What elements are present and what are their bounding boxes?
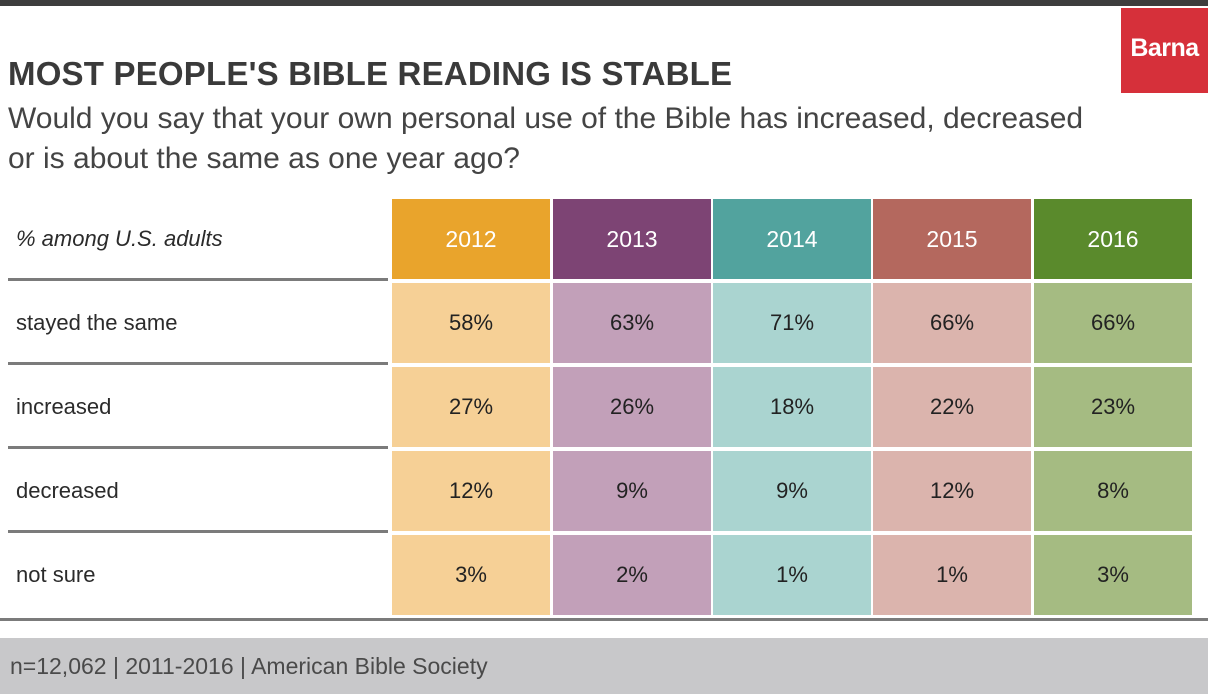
row-label-decreased: decreased: [16, 478, 119, 503]
column-header-2015: 2015: [873, 199, 1031, 279]
table-cell: 58%: [392, 283, 550, 363]
table-cell: 12%: [873, 451, 1031, 531]
barna-logo: Barna: [1121, 8, 1208, 93]
row-label-stayed-the-same: stayed the same: [16, 310, 178, 335]
table-cell: 9%: [713, 451, 871, 531]
table-cell: 71%: [713, 283, 871, 363]
row-divider: [8, 362, 388, 365]
row-header-label: % among U.S. adults: [16, 226, 223, 251]
row-divider: [8, 278, 388, 281]
table-cell: 2%: [553, 535, 711, 615]
table-cell: 23%: [1034, 367, 1192, 447]
row-divider: [8, 446, 388, 449]
row-label-increased: increased: [16, 394, 112, 419]
footer-source: n=12,062 | 2011-2016 | American Bible So…: [10, 653, 488, 679]
table-cell: 12%: [392, 451, 550, 531]
table-cell: 1%: [713, 535, 871, 615]
chart-subtitle: Would you say that your own personal use…: [8, 102, 1084, 175]
table-cell: 3%: [1034, 535, 1192, 615]
table-cell: 1%: [873, 535, 1031, 615]
table-cell: 8%: [1034, 451, 1192, 531]
table-cell: 63%: [553, 283, 711, 363]
row-label-not-sure: not sure: [16, 562, 96, 587]
footer-rule: [0, 618, 1208, 621]
column-header-2013: 2013: [553, 199, 711, 279]
top-rule: [0, 0, 1208, 6]
data-table: % among U.S. adults 2012 2013 2014 2015 2016 s…: [0, 197, 1208, 621]
table-cell: 66%: [1034, 283, 1192, 363]
table-cell: 66%: [873, 283, 1031, 363]
table-cell: 9%: [553, 451, 711, 531]
column-header-2014: 2014: [713, 199, 871, 279]
row-divider: [8, 530, 388, 533]
table-cell: 18%: [713, 367, 871, 447]
table-cell: 3%: [392, 535, 550, 615]
chart-title: MOST PEOPLE'S BIBLE READING IS STABLE: [8, 55, 733, 92]
column-header-2012: 2012: [392, 199, 550, 279]
table-cell: 26%: [553, 367, 711, 447]
footer: n=12,062 | 2011-2016 | American Bible So…: [0, 638, 1208, 694]
table-cell: 27%: [392, 367, 550, 447]
column-header-2016: 2016: [1034, 199, 1192, 279]
table-cell: 22%: [873, 367, 1031, 447]
